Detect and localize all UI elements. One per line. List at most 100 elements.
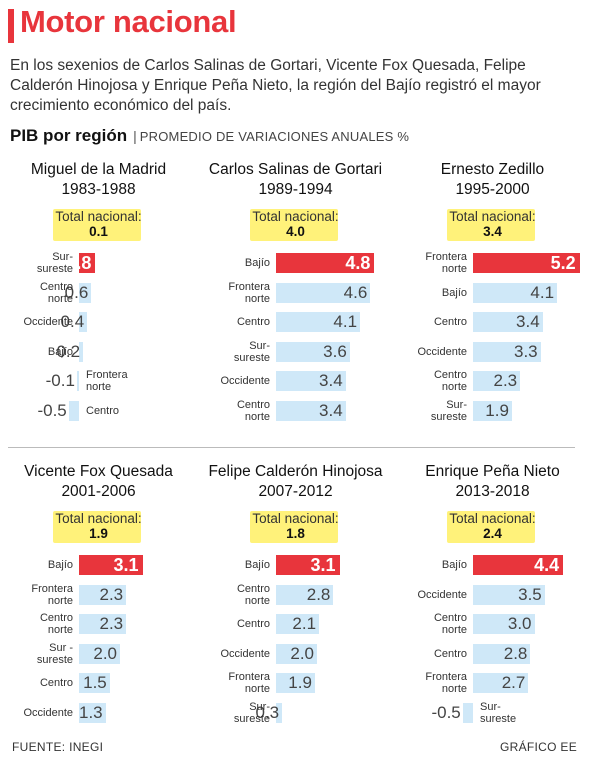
bar bbox=[473, 341, 541, 362]
data-label: 4.8 bbox=[345, 253, 371, 273]
data-label: 4.4 bbox=[534, 555, 560, 575]
data-label: 2.0 bbox=[93, 643, 117, 663]
category-label: Centro norte bbox=[433, 612, 467, 636]
bar bbox=[462, 702, 473, 723]
category-label: Centro bbox=[433, 647, 467, 660]
total-value: 1.8 bbox=[286, 526, 305, 541]
data-label: 2.0 bbox=[290, 643, 314, 663]
category-label: Centro norte bbox=[433, 369, 467, 393]
data-label: -0.5 bbox=[431, 702, 461, 722]
data-label: 0.3 bbox=[255, 702, 280, 722]
bar bbox=[79, 643, 120, 664]
category-label: Occidente bbox=[220, 375, 270, 387]
total-highlight bbox=[53, 209, 141, 241]
category-label: Occidente bbox=[417, 345, 467, 358]
panel-title: Felipe Calderón Hinojosa bbox=[208, 463, 383, 480]
bar bbox=[276, 371, 346, 391]
chart-subtitle: PIB por región | PROMEDIO DE VARIACIONES A… bbox=[10, 126, 409, 146]
bar bbox=[68, 400, 79, 421]
category-label: Frontera norte bbox=[228, 671, 270, 695]
data-label: 1.3 bbox=[79, 702, 103, 722]
data-label: 4.6 bbox=[343, 282, 368, 302]
panel-period: 2001-2006 bbox=[61, 483, 136, 500]
data-label: -0.1 bbox=[45, 371, 75, 390]
category-label: Centro norte bbox=[236, 582, 270, 607]
bar bbox=[276, 253, 375, 273]
data-label: -0.5 bbox=[37, 400, 67, 420]
category-label: Centro norte bbox=[39, 280, 73, 305]
bar bbox=[276, 673, 315, 693]
total-value: 0.1 bbox=[89, 224, 108, 239]
chart-subtitle-main: PIB por región bbox=[10, 126, 128, 145]
panel-period: 1989-1994 bbox=[258, 181, 333, 198]
data-label: 4.1 bbox=[333, 312, 358, 331]
total-value: 4.0 bbox=[286, 224, 305, 239]
intro-text: En los sexenios de Carlos Salinas de Gor… bbox=[10, 57, 541, 114]
panel-period: 1983-1988 bbox=[61, 181, 136, 198]
row-divider bbox=[8, 447, 575, 448]
bar bbox=[276, 341, 350, 362]
category-label: Sur-sureste bbox=[233, 700, 270, 725]
bar bbox=[79, 253, 96, 273]
data-label: 0.4 bbox=[60, 312, 85, 331]
category-label: Centro bbox=[433, 316, 467, 328]
category-label: Sur-sureste bbox=[480, 700, 517, 725]
category-label: Centro bbox=[236, 316, 270, 328]
category-label: Occidente bbox=[23, 316, 73, 328]
total-highlight bbox=[53, 511, 141, 543]
category-label: Frontera norte bbox=[228, 280, 270, 305]
total-label: Total nacional: bbox=[449, 209, 536, 224]
category-label: Bajío bbox=[47, 559, 73, 571]
bar bbox=[473, 555, 564, 575]
bar bbox=[473, 584, 545, 605]
chart-unit: PROMEDIO DE VARIACIONES ANUALES % bbox=[139, 129, 410, 144]
panel-period: 2007-2012 bbox=[258, 483, 333, 500]
panel-period: 2013-2018 bbox=[455, 483, 530, 500]
bar bbox=[79, 614, 127, 634]
bar bbox=[79, 555, 143, 575]
title-accent-bar bbox=[8, 9, 14, 43]
data-label: 3.4 bbox=[516, 312, 540, 331]
bar bbox=[276, 282, 371, 303]
category-label: Sur-sureste bbox=[36, 251, 73, 275]
data-label: 1.5 bbox=[83, 673, 107, 692]
bar bbox=[79, 312, 88, 332]
bar bbox=[276, 400, 346, 421]
bar bbox=[79, 673, 110, 693]
bar bbox=[276, 584, 334, 605]
category-label: Frontera norte bbox=[425, 251, 467, 275]
bar bbox=[76, 371, 79, 391]
data-label: 3.4 bbox=[319, 371, 343, 390]
total-label: Total nacional: bbox=[55, 511, 142, 526]
category-label: Occidente bbox=[220, 647, 270, 660]
bar bbox=[276, 702, 283, 723]
category-label: Frontera norte bbox=[86, 369, 128, 393]
source-note: FUENTE: INEGI bbox=[12, 740, 104, 754]
total-highlight bbox=[447, 511, 535, 543]
data-label: 5.2 bbox=[550, 253, 576, 273]
data-label: 3.5 bbox=[518, 584, 542, 604]
data-label: 0.6 bbox=[64, 282, 89, 302]
bar bbox=[473, 371, 521, 391]
data-label: 2.1 bbox=[292, 614, 317, 633]
total-label: Total nacional: bbox=[55, 209, 142, 224]
data-label: 3.1 bbox=[310, 555, 336, 575]
data-label: 2.3 bbox=[493, 371, 518, 390]
data-label: 0.2 bbox=[56, 341, 81, 361]
data-label: 3.3 bbox=[514, 341, 538, 361]
bar bbox=[473, 673, 529, 693]
bar bbox=[473, 643, 531, 664]
category-label: Bajío bbox=[244, 257, 270, 269]
bar bbox=[79, 341, 84, 362]
total-highlight bbox=[250, 209, 338, 241]
panel-title: Vicente Fox Quesada bbox=[24, 463, 173, 480]
data-label: 2.3 bbox=[99, 614, 124, 633]
category-label: Bajío bbox=[47, 345, 73, 358]
total-label: Total nacional: bbox=[252, 209, 339, 224]
bar bbox=[79, 702, 106, 723]
category-label: Frontera norte bbox=[31, 582, 73, 607]
data-label: 2.7 bbox=[501, 673, 526, 692]
total-label: Total nacional: bbox=[449, 511, 536, 526]
bar bbox=[473, 282, 558, 303]
category-label: Bajío bbox=[441, 286, 467, 299]
